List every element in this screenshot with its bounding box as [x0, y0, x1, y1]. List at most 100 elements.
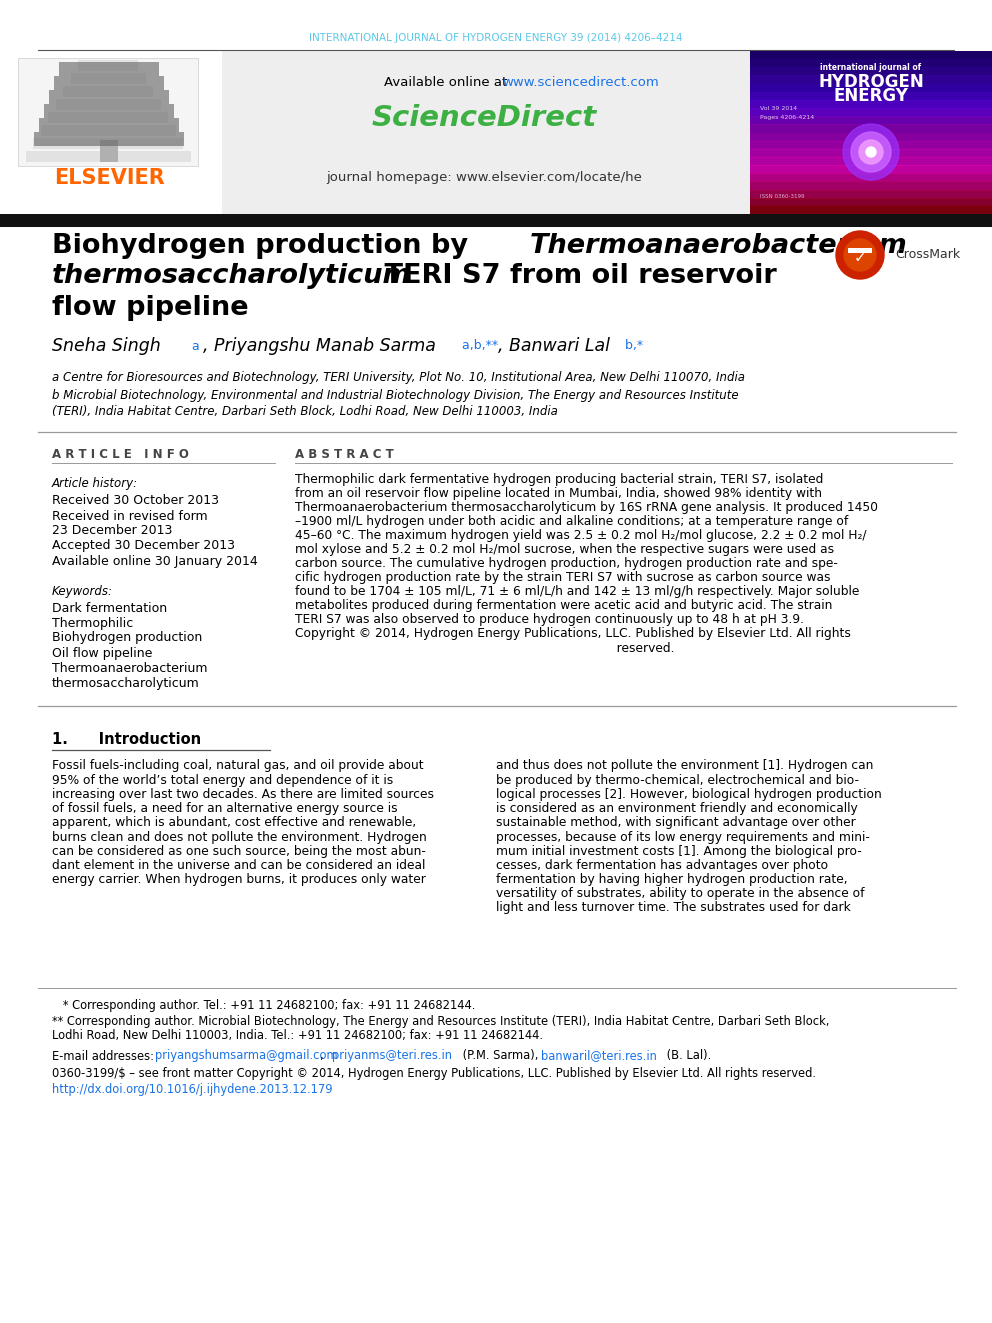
Text: Thermoanaerobacterium thermosaccharolyticum by 16S rRNA gene analysis. It produc: Thermoanaerobacterium thermosaccharolyti… [295, 501, 878, 515]
Text: versatility of substrates, ability to operate in the absence of: versatility of substrates, ability to op… [496, 888, 864, 900]
Text: of fossil fuels, a need for an alternative energy source is: of fossil fuels, a need for an alternati… [52, 802, 398, 815]
Text: ENERGY: ENERGY [833, 87, 909, 105]
Text: ScienceDirect: ScienceDirect [371, 105, 596, 132]
Bar [78, 60, 138, 71]
Text: cesses, dark fermentation has advantages over photo: cesses, dark fermentation has advantages… [496, 859, 828, 872]
Circle shape [859, 140, 883, 164]
Text: logical processes [2]. However, biological hydrogen production: logical processes [2]. However, biologic… [496, 789, 882, 800]
Bar [750, 60, 992, 69]
Text: increasing over last two decades. As there are limited sources: increasing over last two decades. As the… [52, 789, 434, 800]
Text: Sneha Singh: Sneha Singh [52, 337, 161, 355]
Text: Biohydrogen production: Biohydrogen production [52, 631, 202, 644]
Bar [49, 90, 169, 105]
Text: 1.      Introduction: 1. Introduction [52, 733, 201, 747]
Bar [18, 58, 198, 165]
Text: Oil flow pipeline: Oil flow pipeline [52, 647, 153, 659]
Text: http://dx.doi.org/10.1016/j.ijhydene.2013.12.179: http://dx.doi.org/10.1016/j.ijhydene.201… [52, 1082, 332, 1095]
Text: A B S T R A C T: A B S T R A C T [295, 447, 394, 460]
Bar [59, 62, 159, 75]
Bar [44, 105, 174, 118]
Bar [750, 132, 992, 142]
Text: thermosaccharolyticum: thermosaccharolyticum [52, 263, 412, 288]
Bar [750, 83, 992, 93]
Text: carbon source. The cumulative hydrogen production, hydrogen production rate and : carbon source. The cumulative hydrogen p… [295, 557, 838, 570]
Text: ** Corresponding author. Microbial Biotechnology, The Energy and Resources Insti: ** Corresponding author. Microbial Biote… [52, 1016, 829, 1028]
Bar [0, 52, 992, 214]
Text: metabolites produced during fermentation were acetic acid and butyric acid. The : metabolites produced during fermentation… [295, 599, 832, 613]
Text: HYDROGEN: HYDROGEN [818, 73, 924, 91]
Text: Received 30 October 2013: Received 30 October 2013 [52, 493, 219, 507]
Text: Article history:: Article history: [52, 476, 138, 490]
Text: TERI S7 was also observed to produce hydrogen continuously up to 48 h at pH 3.9.: TERI S7 was also observed to produce hyd… [295, 614, 804, 627]
Text: 45–60 °C. The maximum hydrogen yield was 2.5 ± 0.2 mol H₂/mol glucose, 2.2 ± 0.2: 45–60 °C. The maximum hydrogen yield was… [295, 529, 866, 542]
Bar [0, 52, 222, 214]
Text: ISSN 0360-3199: ISSN 0360-3199 [760, 193, 805, 198]
Text: priyangshumsarma@gmail.com: priyangshumsarma@gmail.com [155, 1049, 337, 1062]
Text: flow pipeline: flow pipeline [52, 295, 249, 321]
Bar [750, 52, 992, 60]
Text: ,: , [320, 1049, 327, 1062]
Text: is considered as an environment friendly and economically: is considered as an environment friendly… [496, 802, 858, 815]
Text: found to be 1704 ± 105 ml/L, 71 ± 6 ml/L/h and 142 ± 13 ml/g/h respectively. Maj: found to be 1704 ± 105 ml/L, 71 ± 6 ml/L… [295, 586, 859, 598]
Text: Thermoanaerobacterium: Thermoanaerobacterium [52, 662, 207, 675]
Bar [828, 228, 938, 296]
Text: Received in revised form: Received in revised form [52, 509, 207, 523]
Bar [54, 75, 164, 90]
Bar [750, 52, 992, 214]
Bar [70, 73, 146, 83]
Text: mol xylose and 5.2 ± 0.2 mol H₂/mol sucrose, when the respective sugars were use: mol xylose and 5.2 ± 0.2 mol H₂/mol sucr… [295, 544, 834, 557]
Text: from an oil reservoir flow pipeline located in Mumbai, India, showed 98% identit: from an oil reservoir flow pipeline loca… [295, 487, 822, 500]
Bar [222, 52, 750, 214]
Text: b Microbial Biotechnology, Environmental and Industrial Biotechnology Division, : b Microbial Biotechnology, Environmental… [52, 389, 739, 402]
Bar [750, 91, 992, 101]
Text: Vol 39 2014: Vol 39 2014 [760, 106, 798, 111]
Text: ✓: ✓ [854, 250, 866, 266]
Text: mum initial investment costs [1]. Among the biological pro-: mum initial investment costs [1]. Among … [496, 844, 862, 857]
Text: (TERI), India Habitat Centre, Darbari Seth Block, Lodhi Road, New Delhi 110003, : (TERI), India Habitat Centre, Darbari Se… [52, 405, 558, 418]
Text: 95% of the world’s total energy and dependence of it is: 95% of the world’s total energy and depe… [52, 774, 393, 787]
Text: –1900 ml/L hydrogen under both acidic and alkaline conditions; at a temperature : –1900 ml/L hydrogen under both acidic an… [295, 516, 848, 528]
Bar [750, 148, 992, 157]
Text: Dark fermentation: Dark fermentation [52, 602, 167, 614]
Bar [750, 67, 992, 77]
Text: ELSEVIER: ELSEVIER [54, 168, 165, 188]
Text: INTERNATIONAL JOURNAL OF HYDROGEN ENERGY 39 (2014) 4206–4214: INTERNATIONAL JOURNAL OF HYDROGEN ENERGY… [310, 33, 682, 44]
Circle shape [843, 124, 899, 180]
Circle shape [844, 239, 876, 271]
Text: www.sciencedirect.com: www.sciencedirect.com [502, 75, 659, 89]
Bar [48, 112, 168, 123]
Text: * Corresponding author. Tel.: +91 11 24682100; fax: +91 11 24682144.: * Corresponding author. Tel.: +91 11 246… [52, 999, 475, 1012]
Text: Thermophilic dark fermentative hydrogen producing bacterial strain, TERI S7, iso: Thermophilic dark fermentative hydrogen … [295, 474, 823, 487]
Bar [63, 86, 153, 97]
Bar [750, 173, 992, 183]
Text: Thermophilic: Thermophilic [52, 617, 133, 630]
Bar [33, 138, 183, 149]
Bar [0, 214, 992, 228]
Text: 0360-3199/$ – see front matter Copyright © 2014, Hydrogen Energy Publications, L: 0360-3199/$ – see front matter Copyright… [52, 1066, 816, 1080]
Text: Accepted 30 December 2013: Accepted 30 December 2013 [52, 540, 235, 553]
Text: Thermoanaerobacterium: Thermoanaerobacterium [530, 233, 908, 259]
Text: (P.M. Sarma),: (P.M. Sarma), [459, 1049, 542, 1062]
Bar [750, 157, 992, 167]
Text: E-mail addresses:: E-mail addresses: [52, 1049, 158, 1062]
Bar [750, 189, 992, 198]
Circle shape [866, 147, 876, 157]
Text: journal homepage: www.elsevier.com/locate/he: journal homepage: www.elsevier.com/locat… [326, 172, 642, 184]
Circle shape [836, 232, 884, 279]
Bar [39, 118, 179, 132]
Text: CrossMark: CrossMark [895, 249, 960, 262]
Bar [750, 197, 992, 206]
Text: energy carrier. When hydrogen burns, it produces only water: energy carrier. When hydrogen burns, it … [52, 873, 426, 886]
Bar [848, 247, 872, 253]
Text: reserved.: reserved. [295, 642, 675, 655]
Text: Lodhi Road, New Delhi 110003, India. Tel.: +91 11 24682100; fax: +91 11 24682144: Lodhi Road, New Delhi 110003, India. Tel… [52, 1029, 543, 1043]
Text: thermosaccharolyticum: thermosaccharolyticum [52, 676, 199, 689]
Bar [750, 116, 992, 126]
Bar [750, 181, 992, 191]
Text: , Banwari Lal: , Banwari Lal [498, 337, 610, 355]
Bar [750, 140, 992, 149]
Text: international journal of: international journal of [820, 64, 922, 73]
Text: processes, because of its low energy requirements and mini-: processes, because of its low energy req… [496, 831, 870, 844]
Text: Fossil fuels-including coal, natural gas, and oil provide about: Fossil fuels-including coal, natural gas… [52, 759, 424, 773]
Text: Available online 30 January 2014: Available online 30 January 2014 [52, 556, 258, 569]
